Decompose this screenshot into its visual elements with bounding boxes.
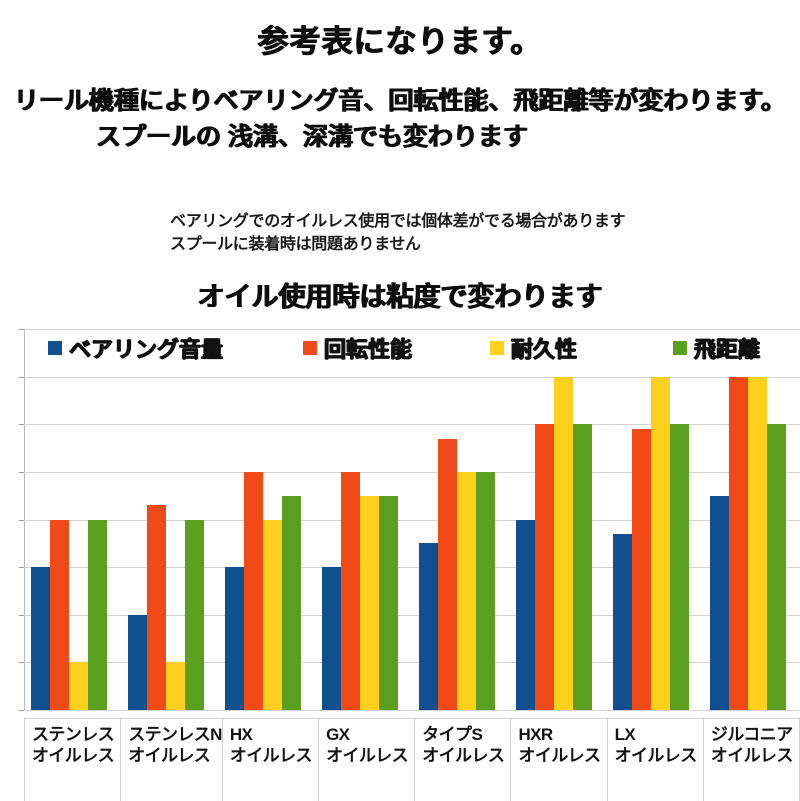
bar[interactable] (147, 505, 167, 710)
bar[interactable] (128, 614, 148, 710)
bar-group (413, 329, 510, 710)
bar[interactable] (631, 429, 651, 710)
category-subname: オイルレス (32, 745, 115, 765)
bar-group (122, 329, 219, 710)
bar[interactable] (360, 495, 380, 710)
bar-group (509, 329, 606, 710)
x-axis-category-cell: ステンレス オイルレス (24, 719, 122, 801)
bar[interactable] (747, 376, 767, 710)
bar[interactable] (341, 471, 361, 710)
gridline-2 (24, 614, 800, 616)
bar[interactable] (515, 519, 535, 710)
bar[interactable] (225, 567, 245, 710)
y-tick-mark-6 (19, 424, 24, 426)
category-name: タイプS (422, 725, 483, 744)
y-tick-mark-5 (19, 471, 24, 473)
note-text-block: ベアリングでのオイルレス使用では個体差がでる場合があります スプールに装着時は問… (0, 210, 800, 256)
category-subname: オイルレス (710, 745, 794, 765)
category-subname: オイルレス (422, 745, 505, 765)
bar-group (703, 329, 800, 710)
category-subname: オイルレス (614, 745, 698, 765)
bar[interactable] (88, 519, 108, 710)
bar-group (316, 329, 413, 710)
bar-series-container (25, 329, 800, 710)
bar[interactable] (650, 376, 670, 710)
bar[interactable] (572, 424, 592, 710)
x-axis-category-cell: ステンレスN オイルレス (121, 719, 223, 801)
page-title: 参考表になります。 (257, 24, 543, 59)
bar[interactable] (766, 424, 786, 710)
gridline-7 (24, 376, 800, 378)
bar[interactable] (709, 495, 729, 710)
category-subname: オイルレス (128, 745, 211, 765)
category-name: GX (326, 725, 350, 744)
bar[interactable] (244, 471, 264, 710)
chart-subtitle: オイル使用時は粘度で変わります (197, 282, 603, 312)
category-name: LX (614, 725, 636, 744)
y-tick-mark-7 (19, 376, 24, 378)
note-line-2: スプールに装着時は問題ありません (170, 236, 421, 254)
gridline-6 (24, 424, 800, 426)
category-subname: オイルレス (518, 745, 601, 765)
lead-line-1: リール機種によりベアリング音、回転性能、飛距離等が変わります。 (13, 87, 786, 115)
y-tick-mark-8 (19, 329, 24, 330)
bar[interactable] (437, 438, 457, 710)
bar[interactable] (185, 519, 205, 710)
bar[interactable] (456, 471, 476, 710)
y-tick-mark-3 (19, 567, 24, 569)
bar[interactable] (31, 567, 51, 710)
bar[interactable] (418, 543, 438, 710)
y-tick-mark-2 (19, 614, 24, 616)
category-name: ステンレスN (128, 725, 222, 744)
bar[interactable] (612, 533, 632, 710)
x-axis-category-cell: HXR オイルレス (511, 719, 608, 801)
x-axis-category-cell: HX オイルレス (223, 719, 320, 801)
gridline-8 (24, 329, 800, 330)
bar-group (606, 329, 703, 710)
category-name: HX (229, 725, 253, 744)
header-block: 参考表になります。 (0, 0, 800, 61)
bar-group (25, 329, 122, 710)
y-tick-mark-4 (19, 519, 24, 521)
gridline-4 (24, 519, 800, 521)
x-axis-category-cell: LX オイルレス (608, 719, 704, 801)
bar[interactable] (728, 376, 748, 710)
bar[interactable] (322, 567, 342, 710)
gridline-0 (24, 710, 800, 711)
bar[interactable] (669, 424, 689, 710)
bar[interactable] (50, 519, 70, 710)
note-line-1: ベアリングでのオイルレス使用では個体差がでる場合があります (170, 213, 626, 230)
bar[interactable] (534, 424, 554, 710)
category-subname: オイルレス (229, 745, 313, 765)
category-subname: オイルレス (326, 745, 409, 765)
bar[interactable] (263, 519, 283, 710)
x-axis-category-row: ステンレス オイルレス ステンレスN オイルレス HX オイルレス GX オイルレス タイプS オ… (24, 718, 800, 801)
bar[interactable] (379, 495, 399, 710)
gridline-5 (24, 471, 800, 473)
category-name: ステンレス (32, 725, 115, 744)
bar[interactable] (553, 376, 573, 710)
x-axis-category-cell: GX オイルレス (319, 719, 416, 801)
bar[interactable] (475, 471, 495, 710)
gridline-3 (24, 567, 800, 569)
x-axis-category-cell: ジルコニア オイルレス (704, 719, 800, 801)
bar[interactable] (69, 662, 89, 710)
bar-group (219, 329, 316, 710)
bar[interactable] (166, 662, 186, 710)
category-name: ジルコニア (710, 725, 793, 744)
y-tick-mark-0 (19, 710, 24, 711)
category-name: HXR (518, 725, 553, 744)
lead-text-block: リール機種によりベアリング音、回転性能、飛距離等が変わります。 スプールの 浅溝… (0, 84, 800, 155)
y-tick-mark-1 (19, 662, 24, 664)
plot-area: 012345678 (19, 329, 800, 720)
lead-line-2: スプールの 浅溝、深溝でも変わります (96, 122, 528, 151)
gridline-1 (24, 662, 800, 664)
bar[interactable] (282, 495, 302, 710)
x-axis-category-cell: タイプS オイルレス (415, 719, 512, 801)
